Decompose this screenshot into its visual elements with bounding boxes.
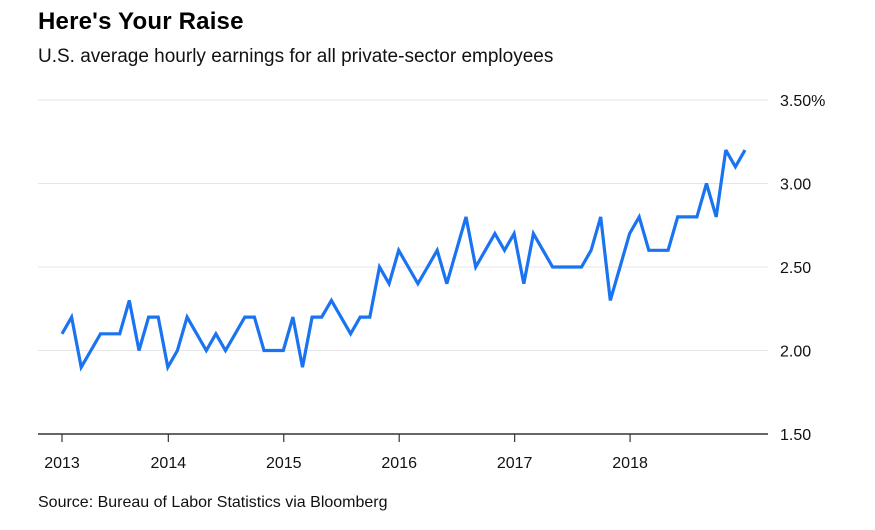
source-note: Source: Bureau of Labor Statistics via B… xyxy=(38,494,388,511)
series-line xyxy=(60,149,747,372)
chart-title: Here's Your Raise xyxy=(38,8,244,35)
x-tick-label: 2015 xyxy=(266,455,302,472)
x-tick-label: 2017 xyxy=(497,455,533,472)
x-tick-label: 2018 xyxy=(612,455,648,472)
x-axis: 2013 2014 2015 2016 2017 2018 xyxy=(44,434,648,472)
x-tick-label: 2016 xyxy=(381,455,417,472)
y-axis: 3.50% 3.00 2.50 2.00 1.50 xyxy=(780,93,825,444)
y-tick-label: 2.00 xyxy=(780,344,811,361)
y-tick-label: 2.50 xyxy=(780,260,811,277)
y-tick-label: 3.00 xyxy=(780,177,811,194)
x-tick-label: 2013 xyxy=(44,455,80,472)
series-group xyxy=(60,149,747,372)
chart-subtitle: U.S. average hourly earnings for all pri… xyxy=(38,46,554,67)
y-tick-label: 1.50 xyxy=(780,427,811,444)
gridlines xyxy=(38,99,768,435)
x-tick-label: 2014 xyxy=(151,455,187,472)
y-tick-label: 3.50% xyxy=(780,93,825,110)
